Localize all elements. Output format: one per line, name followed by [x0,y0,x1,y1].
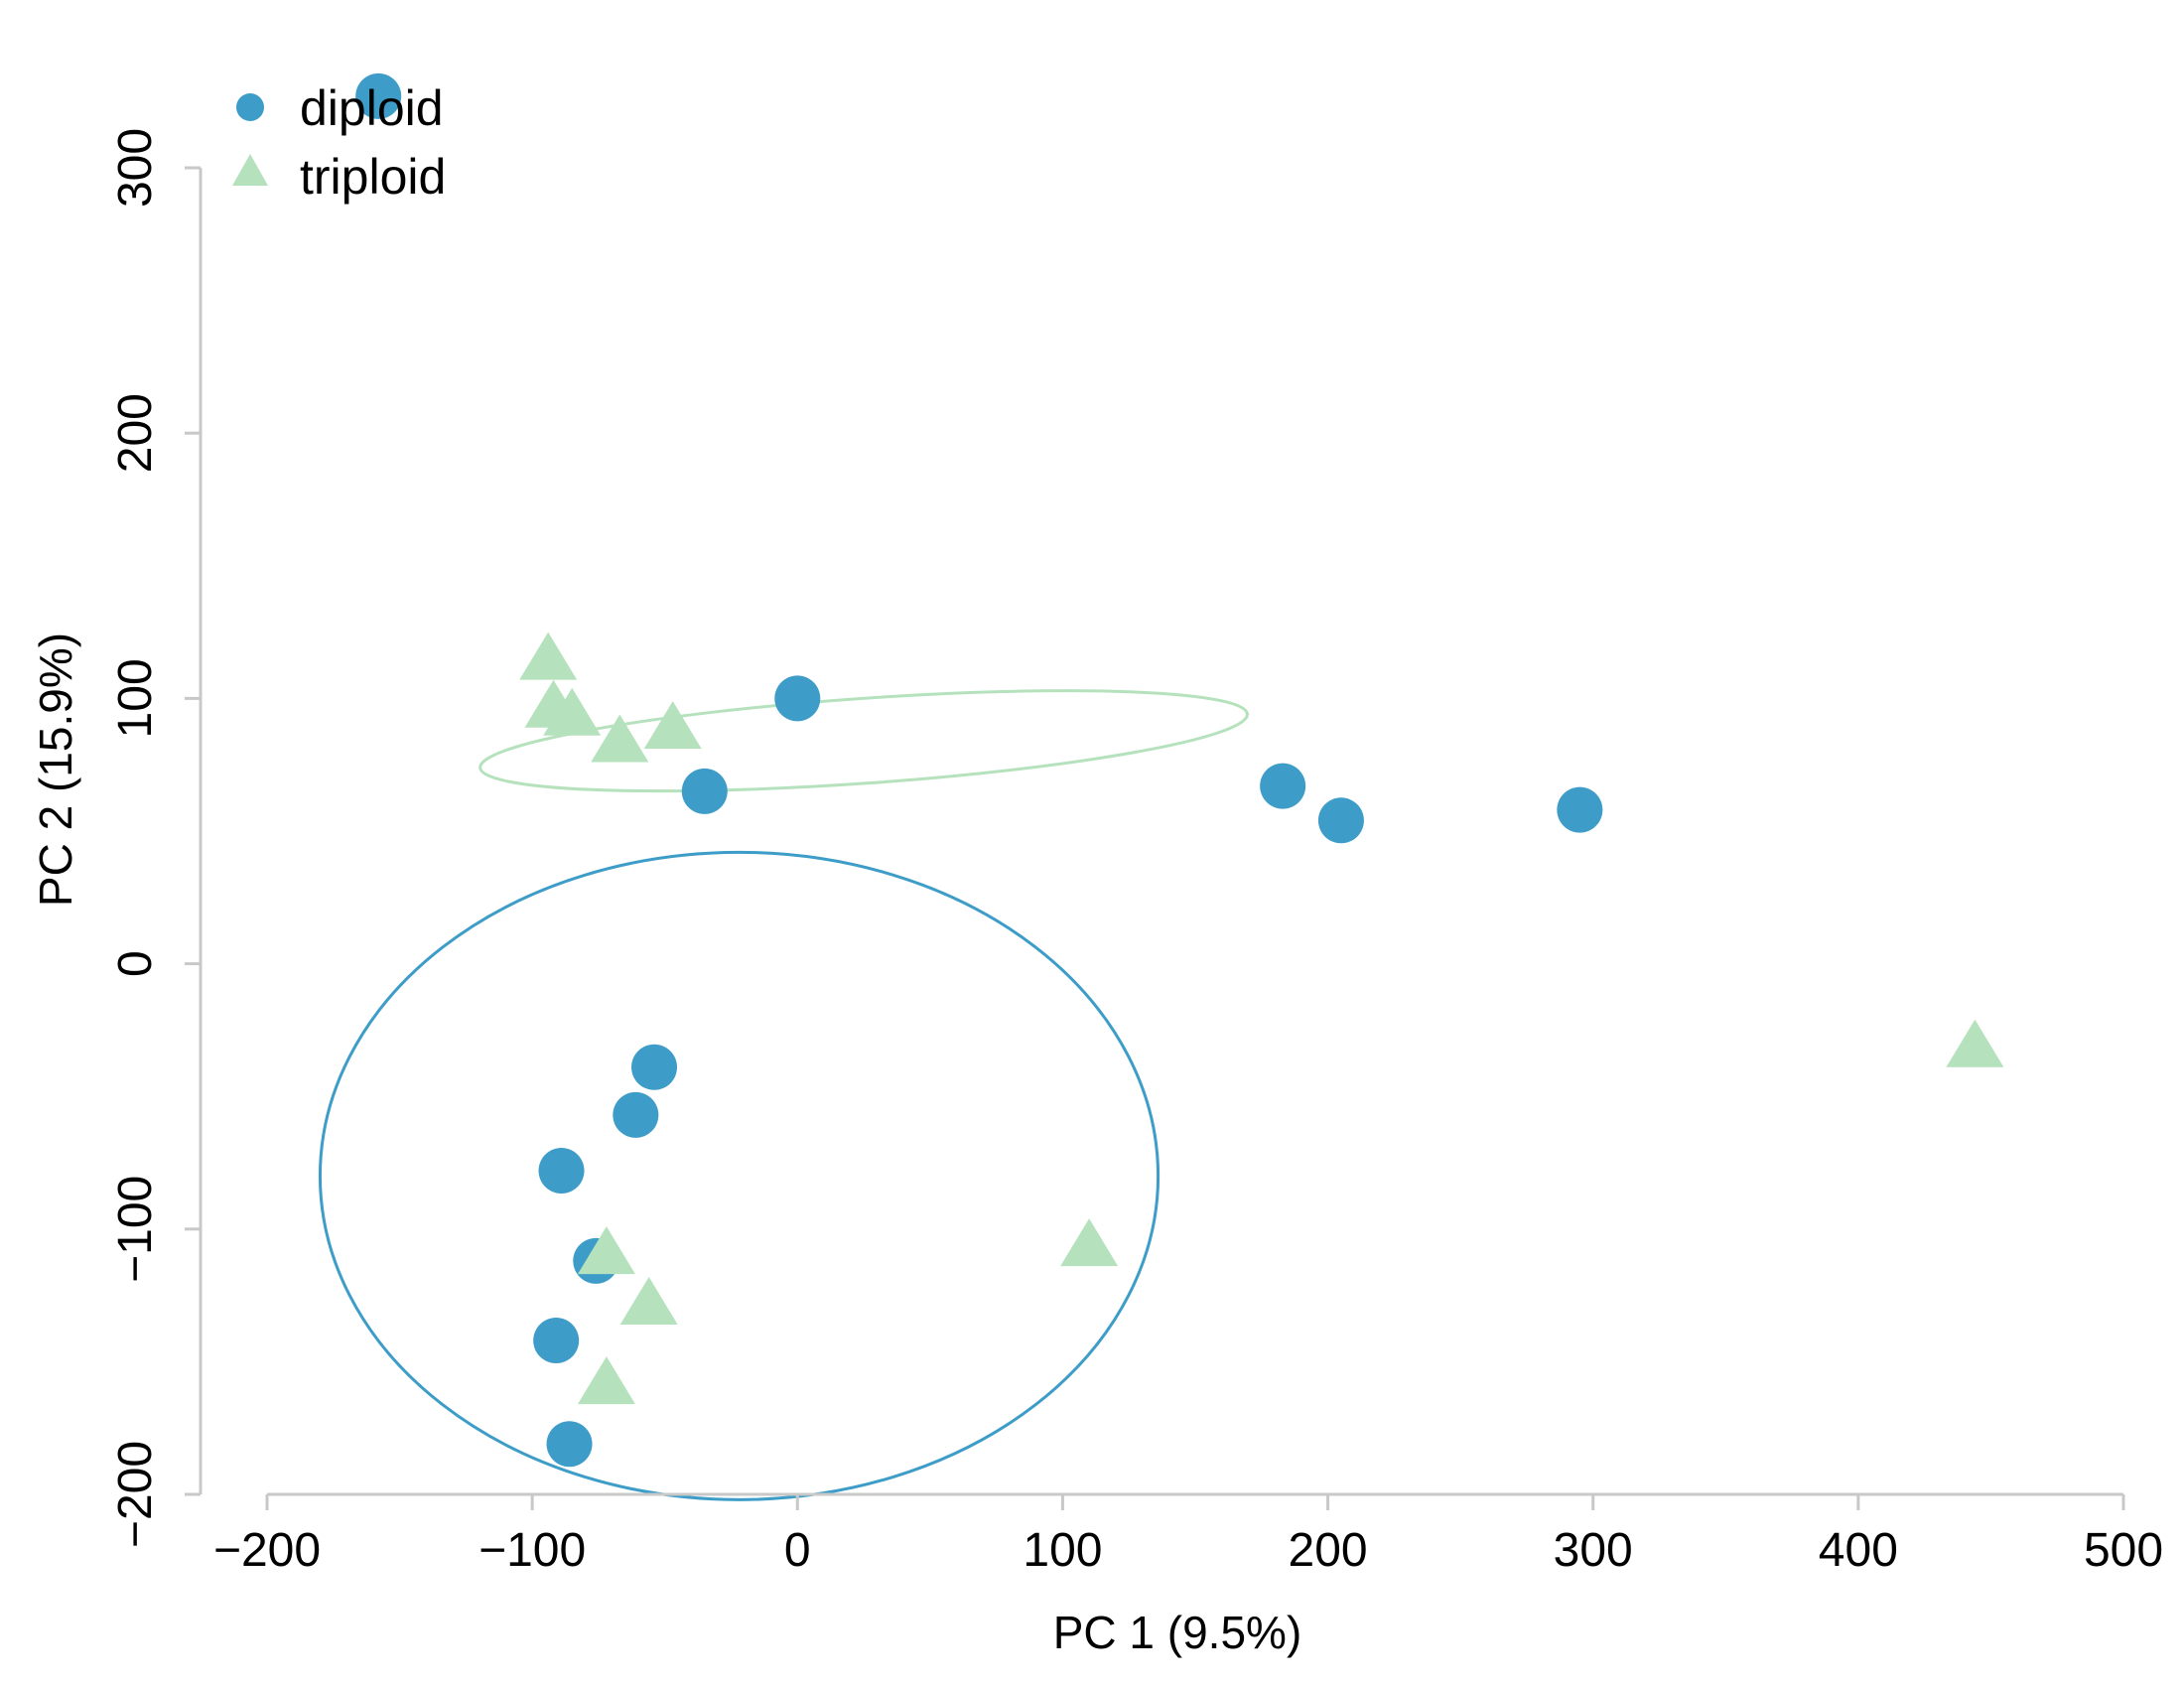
x-tick-label: 500 [2084,1524,2163,1577]
diploid-point [1260,763,1306,809]
triploid-ellipse [478,689,1249,793]
triploid-point [591,714,649,763]
legend-diploid-marker [236,93,264,121]
diploid-point [533,1318,580,1364]
triploid-point [519,632,578,680]
y-ticks: −200 −100 0 100 200 300 [109,128,201,1548]
x-tick-label: −100 [478,1524,586,1577]
x-ticks: −200 −100 0 100 200 300 400 500 [213,1494,2163,1577]
x-axis-title: PC 1 (9.5%) [1053,1607,1302,1658]
diploid-ellipse [318,850,1160,1501]
diploid-point [1317,797,1364,844]
legend-diploid-label: diploid [300,80,444,136]
triploid-point [577,1226,635,1275]
diploid-point [1557,786,1603,833]
x-tick-label: −200 [213,1524,321,1577]
y-tick-label: 300 [109,128,162,208]
diploid-point [546,1421,593,1468]
x-tick-label: 300 [1554,1524,1633,1577]
triploid-point [643,701,702,750]
diploid-point [681,768,728,814]
triploid-point [619,1276,678,1325]
diploid-point [613,1091,659,1138]
diploid-point [355,72,402,119]
points-layer [355,72,2004,1468]
diploid-point [631,1044,678,1090]
diploid-point [774,675,821,722]
x-tick-label: 100 [1023,1524,1102,1577]
x-tick-label: 0 [784,1524,811,1577]
diploid-point [538,1148,585,1195]
triploid-point [543,687,602,736]
x-tick-label: 400 [1819,1524,1898,1577]
y-tick-label: −100 [109,1176,162,1283]
ellipses-layer [318,689,1249,1501]
y-tick-label: 100 [109,658,162,738]
x-tick-label: 200 [1289,1524,1368,1577]
triploid-point [1946,1019,2004,1067]
triploid-point [1060,1218,1119,1267]
axes-layer: −200 −100 0 100 200 300 400 500 −200 −100 0 100 200… [30,128,2163,1658]
legend: diploid triploid [232,80,446,205]
y-tick-label: 200 [109,393,162,473]
y-tick-label: −200 [109,1441,162,1548]
legend-triploid-marker [232,154,268,186]
y-tick-label: 0 [109,950,162,977]
legend-triploid-label: triploid [300,149,446,205]
y-axis-title: PC 2 (15.9%) [30,633,81,907]
triploid-point [577,1356,635,1405]
